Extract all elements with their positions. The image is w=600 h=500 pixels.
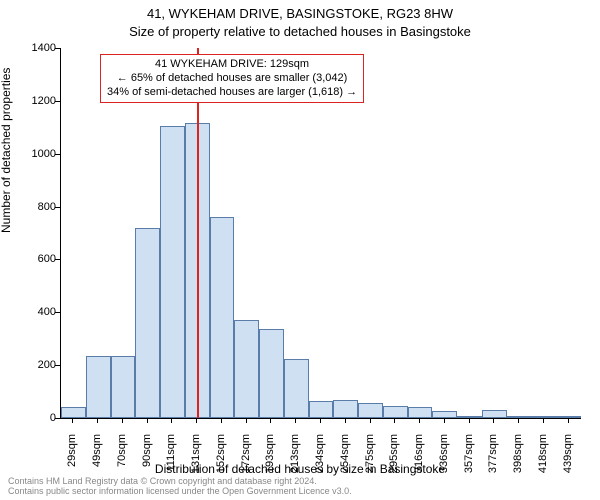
chart-title-sub: Size of property relative to detached ho… xyxy=(0,24,600,39)
x-tick-mark xyxy=(122,418,123,423)
histogram-bar xyxy=(457,416,482,418)
histogram-bar xyxy=(111,356,136,418)
histogram-bar xyxy=(61,407,86,418)
x-tick-label: 316sqm xyxy=(413,434,425,484)
y-tick-mark xyxy=(55,48,60,49)
x-tick-mark xyxy=(270,418,271,423)
x-tick-mark xyxy=(493,418,494,423)
histogram-bar xyxy=(309,401,334,418)
x-tick-label: 275sqm xyxy=(364,434,376,484)
y-tick-mark xyxy=(55,154,60,155)
x-tick-mark xyxy=(320,418,321,423)
histogram-bar xyxy=(432,411,457,418)
x-tick-mark xyxy=(345,418,346,423)
x-tick-mark xyxy=(147,418,148,423)
histogram-bar xyxy=(86,356,111,418)
info-box-line1: 41 WYKEHAM DRIVE: 129sqm xyxy=(107,58,357,72)
y-tick-mark xyxy=(55,259,60,260)
y-tick-label: 200 xyxy=(16,359,56,371)
histogram-bar xyxy=(160,126,185,418)
x-tick-mark xyxy=(196,418,197,423)
x-tick-mark xyxy=(543,418,544,423)
y-tick-label: 1400 xyxy=(16,42,56,54)
histogram-bar xyxy=(135,228,160,418)
x-tick-mark xyxy=(246,418,247,423)
info-box-line3: 34% of semi-detached houses are larger (… xyxy=(107,86,357,100)
histogram-bar xyxy=(284,359,309,418)
y-tick-label: 800 xyxy=(16,201,56,213)
histogram-bar xyxy=(531,416,556,418)
x-tick-mark xyxy=(72,418,73,423)
x-tick-mark xyxy=(295,418,296,423)
x-tick-mark xyxy=(370,418,371,423)
footer-line2: Contains public sector information licen… xyxy=(8,487,352,497)
y-axis-label: Number of detached properties xyxy=(0,68,13,233)
histogram-bar xyxy=(358,403,383,418)
x-tick-label: 377sqm xyxy=(487,434,499,484)
reference-info-box: 41 WYKEHAM DRIVE: 129sqm ← 65% of detach… xyxy=(100,54,364,103)
histogram-bar xyxy=(210,217,235,418)
x-tick-mark xyxy=(221,418,222,423)
histogram-bar xyxy=(259,329,284,418)
x-tick-label: 336sqm xyxy=(438,434,450,484)
y-tick-mark xyxy=(55,418,60,419)
x-tick-label: 295sqm xyxy=(388,434,400,484)
x-tick-label: 398sqm xyxy=(512,434,524,484)
y-tick-label: 0 xyxy=(16,412,56,424)
y-tick-mark xyxy=(55,365,60,366)
y-tick-label: 1200 xyxy=(16,95,56,107)
histogram-bar xyxy=(383,406,408,418)
info-box-line2: ← 65% of detached houses are smaller (3,… xyxy=(107,72,357,86)
x-tick-mark xyxy=(568,418,569,423)
y-tick-mark xyxy=(55,101,60,102)
y-tick-label: 600 xyxy=(16,253,56,265)
y-tick-mark xyxy=(55,207,60,208)
x-tick-mark xyxy=(394,418,395,423)
x-tick-mark xyxy=(97,418,98,423)
y-tick-label: 1000 xyxy=(16,148,56,160)
x-tick-mark xyxy=(444,418,445,423)
x-tick-mark xyxy=(171,418,172,423)
histogram-bar xyxy=(234,320,259,418)
x-tick-mark xyxy=(419,418,420,423)
histogram-bar xyxy=(556,416,581,418)
chart-container: 41, WYKEHAM DRIVE, BASINGSTOKE, RG23 8HW… xyxy=(0,0,600,500)
footer-attribution: Contains HM Land Registry data © Crown c… xyxy=(8,477,352,497)
x-tick-label: 357sqm xyxy=(463,434,475,484)
histogram-bar xyxy=(482,410,507,418)
histogram-bar xyxy=(408,407,433,418)
y-tick-mark xyxy=(55,312,60,313)
y-tick-label: 400 xyxy=(16,306,56,318)
x-tick-mark xyxy=(518,418,519,423)
histogram-bar xyxy=(333,400,358,419)
chart-title-main: 41, WYKEHAM DRIVE, BASINGSTOKE, RG23 8HW xyxy=(0,6,600,21)
x-tick-mark xyxy=(469,418,470,423)
x-tick-label: 439sqm xyxy=(562,434,574,484)
reference-line xyxy=(197,48,199,418)
plot-area xyxy=(60,48,581,419)
x-axis-label: Distribution of detached houses by size … xyxy=(0,462,600,476)
x-tick-label: 418sqm xyxy=(537,434,549,484)
